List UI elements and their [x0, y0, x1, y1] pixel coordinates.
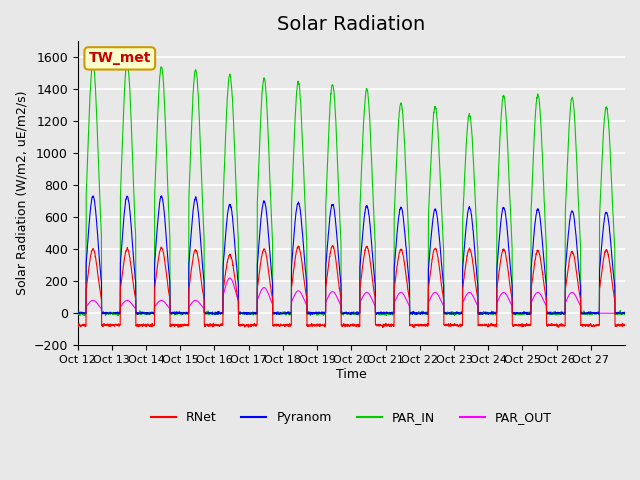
RNet	[74, 323, 81, 328]
Title: Solar Radiation: Solar Radiation	[277, 15, 426, 34]
PAR_OUT	[614, 311, 621, 316]
RNet	[621, 322, 629, 327]
PAR_IN	[614, 310, 621, 316]
PAR_IN	[124, 59, 131, 65]
Pyranom	[247, 310, 255, 316]
PAR_IN	[621, 309, 629, 315]
Pyranom	[516, 311, 524, 316]
Pyranom	[89, 193, 97, 199]
PAR_OUT	[385, 311, 392, 316]
Pyranom	[74, 310, 81, 315]
PAR_OUT	[74, 311, 81, 316]
Line: PAR_IN: PAR_IN	[77, 62, 625, 316]
PAR_OUT	[129, 301, 136, 307]
PAR_OUT	[516, 311, 524, 316]
Y-axis label: Solar Radiation (W/m2, uE/m2/s): Solar Radiation (W/m2, uE/m2/s)	[15, 91, 28, 295]
PAR_IN	[516, 311, 524, 316]
PAR_OUT	[226, 275, 234, 281]
Legend: RNet, Pyranom, PAR_IN, PAR_OUT: RNet, Pyranom, PAR_IN, PAR_OUT	[146, 406, 557, 429]
RNet	[385, 323, 392, 328]
RNet	[129, 274, 136, 280]
PAR_OUT	[247, 311, 255, 316]
PAR_OUT	[547, 311, 555, 316]
X-axis label: Time: Time	[336, 368, 367, 381]
RNet	[329, 243, 337, 249]
RNet	[379, 324, 387, 330]
RNet	[614, 322, 621, 327]
Pyranom	[614, 311, 621, 317]
PAR_IN	[247, 311, 255, 317]
PAR_IN	[129, 162, 136, 168]
PAR_IN	[74, 310, 81, 315]
Pyranom	[129, 242, 136, 248]
Line: Pyranom: Pyranom	[77, 196, 625, 315]
RNet	[547, 321, 555, 327]
Pyranom	[385, 310, 392, 316]
Pyranom	[621, 310, 629, 316]
Line: RNet: RNet	[77, 246, 625, 327]
Line: PAR_OUT: PAR_OUT	[77, 278, 625, 313]
PAR_IN	[547, 310, 555, 316]
RNet	[516, 322, 524, 328]
PAR_IN	[115, 313, 122, 319]
PAR_OUT	[621, 311, 629, 316]
Text: TW_met: TW_met	[88, 51, 151, 65]
Pyranom	[524, 312, 532, 318]
RNet	[246, 323, 254, 329]
Pyranom	[547, 310, 555, 316]
PAR_IN	[385, 310, 392, 315]
